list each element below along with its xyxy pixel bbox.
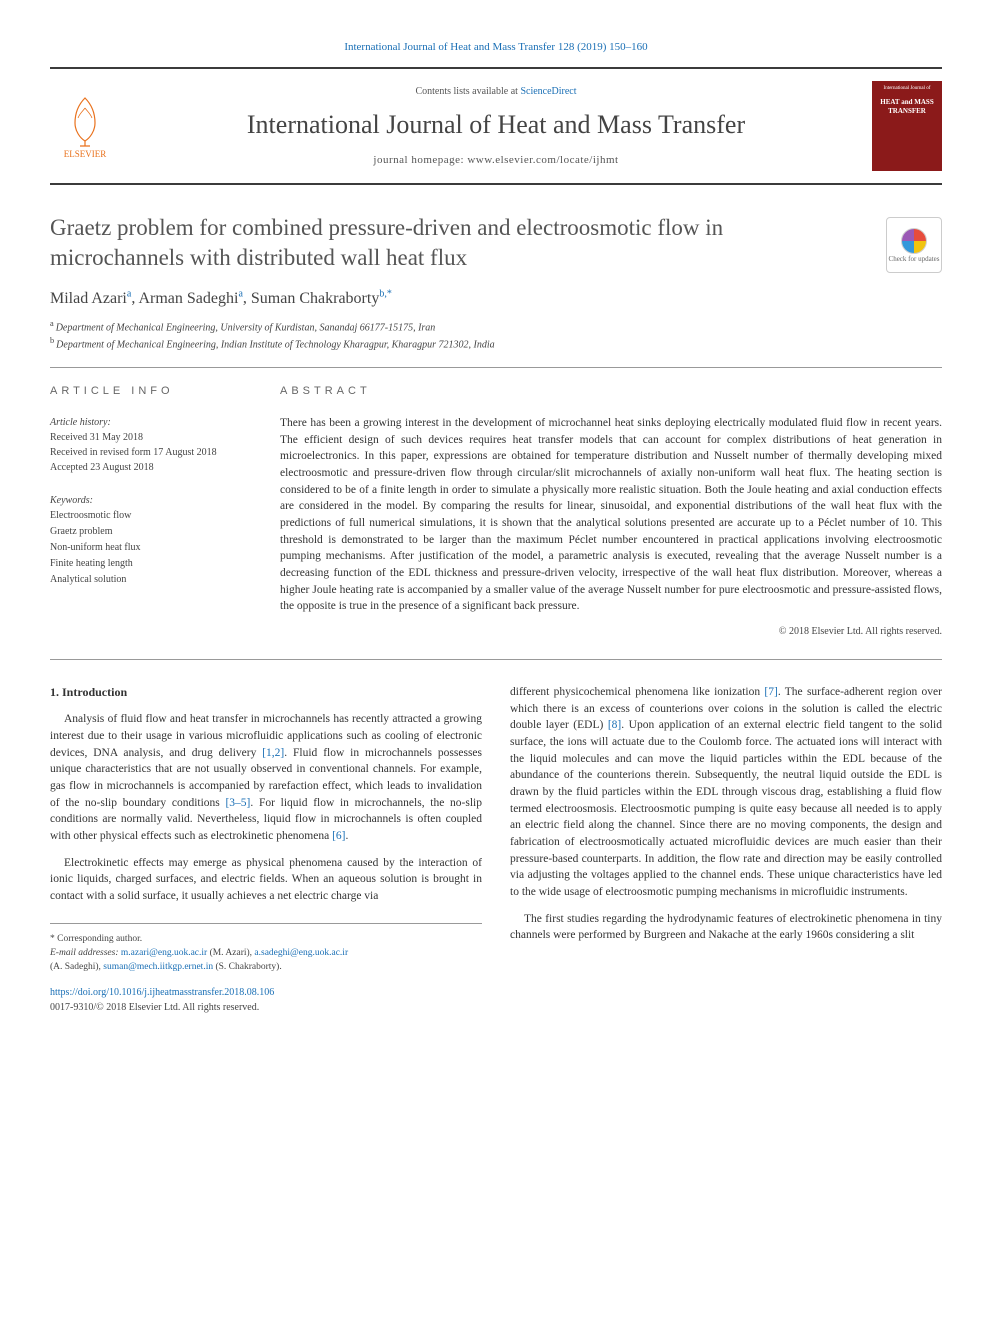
citation-line: International Journal of Heat and Mass T… xyxy=(50,40,942,55)
history-revised: Received in revised form 17 August 2018 xyxy=(50,445,250,460)
ref-link-6[interactable]: [6] xyxy=(332,830,345,842)
abstract-text: There has been a growing interest in the… xyxy=(280,415,942,615)
author-2-mark: a xyxy=(238,288,242,299)
email-2[interactable]: a.sadeghi@eng.uok.ac.ir xyxy=(254,948,348,958)
article-history: Article history: Received 31 May 2018 Re… xyxy=(50,415,250,475)
cover-top-text: International Journal of xyxy=(876,85,938,92)
sciencedirect-link[interactable]: ScienceDirect xyxy=(520,86,576,97)
ref-link-3-5[interactable]: [3–5] xyxy=(225,797,250,809)
author-3-mark: b,* xyxy=(379,288,392,299)
email-3-who: (S. Chakraborty) xyxy=(215,962,279,972)
history-accepted: Accepted 23 August 2018 xyxy=(50,460,250,475)
author-2: Arman Sadeghia xyxy=(138,290,242,307)
article-title-text: Graetz problem for combined pressure-dri… xyxy=(50,215,723,270)
email-2-who: (A. Sadeghi) xyxy=(50,962,99,972)
elsevier-tree-icon xyxy=(60,93,110,148)
author-3: Suman Chakrabortyb,* xyxy=(251,290,392,307)
intro-para-2: Electrokinetic effects may emerge as phy… xyxy=(50,855,482,905)
check-updates-label: Check for updates xyxy=(889,255,940,264)
author-1-name: Milad Azari xyxy=(50,290,127,307)
p1r-text-c: . Upon application of an external electr… xyxy=(510,719,942,898)
affiliations: aDepartment of Mechanical Engineering, U… xyxy=(50,318,942,353)
contents-prefix: Contents lists available at xyxy=(415,86,520,97)
author-3-name: Suman Chakraborty xyxy=(251,290,379,307)
elsevier-logo: ELSEVIER xyxy=(50,86,120,166)
keyword-5: Analytical solution xyxy=(50,572,250,588)
ref-link-8[interactable]: [8] xyxy=(608,719,621,731)
check-updates-badge[interactable]: Check for updates xyxy=(886,217,942,273)
affil-b-text: Department of Mechanical Engineering, In… xyxy=(56,340,495,351)
doi-line: https://doi.org/10.1016/j.ijheatmasstran… xyxy=(50,985,482,1015)
body-column-right: different physicochemical phenomena like… xyxy=(510,684,942,1015)
journal-cover-thumbnail: International Journal of HEAT and MASS T… xyxy=(872,81,942,171)
p1-text-d: . xyxy=(346,830,349,842)
keyword-3: Non-uniform heat flux xyxy=(50,540,250,556)
intro-para-1: Analysis of fluid flow and heat transfer… xyxy=(50,711,482,844)
history-label: Article history: xyxy=(50,415,250,430)
email-label: E-mail addresses: xyxy=(50,948,121,958)
author-3-corr: * xyxy=(387,288,392,299)
email-1[interactable]: m.azari@eng.uok.ac.ir xyxy=(121,948,207,958)
journal-header: ELSEVIER Contents lists available at Sci… xyxy=(50,67,942,185)
affil-b-mark: b xyxy=(50,336,54,345)
cover-title-1: HEAT and MASS xyxy=(876,98,938,106)
section-1-heading: 1. Introduction xyxy=(50,684,482,701)
crossmark-icon xyxy=(900,227,928,255)
abstract-copyright: © 2018 Elsevier Ltd. All rights reserved… xyxy=(280,625,942,639)
affil-a-mark: a xyxy=(50,319,54,328)
homepage-url[interactable]: www.elsevier.com/locate/ijhmt xyxy=(467,154,618,166)
email-addresses-line: E-mail addresses: m.azari@eng.uok.ac.ir … xyxy=(50,946,482,975)
intro-para-1-cont: different physicochemical phenomena like… xyxy=(510,684,942,901)
article-info-heading: ARTICLE INFO xyxy=(50,384,250,399)
authors-line: Milad Azaria, Arman Sadeghia, Suman Chak… xyxy=(50,287,942,310)
abstract-column: ABSTRACT There has been a growing intere… xyxy=(280,384,942,639)
contents-available-line: Contents lists available at ScienceDirec… xyxy=(136,85,856,99)
history-received: Received 31 May 2018 xyxy=(50,430,250,445)
keywords-label: Keywords: xyxy=(50,493,250,508)
keywords-block: Keywords: Electroosmotic flow Graetz pro… xyxy=(50,493,250,588)
author-3-affil: b, xyxy=(379,288,387,299)
body-columns: 1. Introduction Analysis of fluid flow a… xyxy=(50,684,942,1015)
doi-link[interactable]: https://doi.org/10.1016/j.ijheatmasstran… xyxy=(50,987,274,998)
ref-link-7[interactable]: [7] xyxy=(764,686,777,698)
author-2-name: Arman Sadeghi xyxy=(138,290,238,307)
affil-a-text: Department of Mechanical Engineering, Un… xyxy=(56,322,436,333)
email-3[interactable]: suman@mech.iitkgp.ernet.in xyxy=(103,962,213,972)
header-center: Contents lists available at ScienceDirec… xyxy=(136,85,856,169)
abstract-heading: ABSTRACT xyxy=(280,384,942,399)
author-1: Milad Azaria xyxy=(50,290,131,307)
keyword-1: Electroosmotic flow xyxy=(50,508,250,524)
author-1-mark: a xyxy=(127,288,131,299)
affiliation-b: bDepartment of Mechanical Engineering, I… xyxy=(50,335,942,352)
footer-correspondence: * Corresponding author. E-mail addresses… xyxy=(50,923,482,1015)
article-info-column: ARTICLE INFO Article history: Received 3… xyxy=(50,384,250,639)
p1r-text-a: different physicochemical phenomena like… xyxy=(510,686,764,698)
body-column-left: 1. Introduction Analysis of fluid flow a… xyxy=(50,684,482,1015)
info-abstract-row: ARTICLE INFO Article history: Received 3… xyxy=(50,367,942,639)
homepage-prefix: journal homepage: xyxy=(373,154,467,166)
corresponding-author-label: * Corresponding author. xyxy=(50,932,482,946)
article-title: Graetz problem for combined pressure-dri… xyxy=(50,213,942,273)
issn-copyright: 0017-9310/© 2018 Elsevier Ltd. All right… xyxy=(50,1002,259,1013)
journal-name: International Journal of Heat and Mass T… xyxy=(136,107,856,143)
journal-homepage-line: journal homepage: www.elsevier.com/locat… xyxy=(136,153,856,168)
keyword-2: Graetz problem xyxy=(50,524,250,540)
affiliation-a: aDepartment of Mechanical Engineering, U… xyxy=(50,318,942,335)
cover-title-2: TRANSFER xyxy=(876,107,938,115)
keywords-list: Electroosmotic flow Graetz problem Non-u… xyxy=(50,508,250,588)
email-1-who: (M. Azari) xyxy=(210,948,250,958)
divider xyxy=(50,659,942,660)
keyword-4: Finite heating length xyxy=(50,556,250,572)
ref-link-1-2[interactable]: [1,2] xyxy=(262,747,284,759)
publisher-name: ELSEVIER xyxy=(64,148,107,161)
intro-para-3: The first studies regarding the hydrodyn… xyxy=(510,911,942,944)
